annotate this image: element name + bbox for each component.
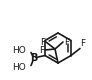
Text: F: F	[64, 38, 69, 46]
Text: HO: HO	[12, 46, 26, 55]
Text: F: F	[40, 38, 45, 46]
Text: B: B	[30, 54, 38, 64]
Text: F: F	[80, 38, 86, 48]
Text: HO: HO	[12, 63, 26, 72]
Text: F: F	[39, 46, 44, 54]
